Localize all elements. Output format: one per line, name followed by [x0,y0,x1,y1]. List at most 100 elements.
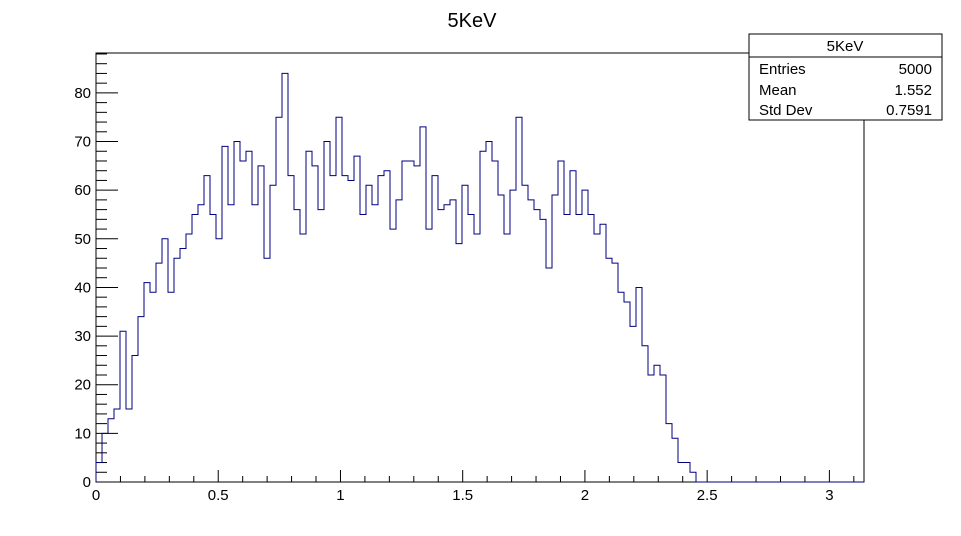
histogram-bin [576,214,582,482]
histogram-bin [234,142,240,482]
histogram-bin [666,424,672,482]
histogram-bin [192,214,198,482]
histogram-bin [204,176,210,482]
histogram-bin [264,258,270,482]
histogram-bin [210,214,216,482]
histogram-bin [144,283,150,482]
histogram-bin [180,249,186,482]
histogram-bin [606,258,612,482]
histogram-bin [570,171,576,482]
histogram-bin [468,214,474,482]
histogram-bin [156,263,162,482]
histogram-bin [672,438,678,482]
histogram-bin [120,331,126,482]
histogram-bin [162,239,168,482]
stats-stddev-value: 0.7591 [886,102,932,119]
x-tick-label: 2 [581,487,589,504]
y-tick-label: 0 [83,474,91,491]
histogram-bin [504,234,510,482]
histogram-bin [624,302,630,482]
histogram-bin [324,142,330,482]
histogram-bin [642,346,648,482]
histogram-outline [95,72,864,483]
y-tick-label: 40 [74,279,91,296]
histogram-bin [510,190,516,482]
histogram-bin [690,472,696,482]
histogram-bin [582,190,588,482]
histogram-bin [372,205,378,482]
histogram-bin [342,176,348,482]
histogram-bin [456,244,462,482]
histogram-bin [282,73,288,482]
histogram-bin [486,142,492,482]
histogram-bin [390,229,396,482]
histogram-bin [138,317,144,482]
histogram-bin [438,210,444,482]
histogram-bin [288,176,294,482]
stats-box-frame [748,33,943,121]
histogram-bin [258,166,264,482]
histogram-bin [384,171,390,482]
histogram-bin [276,117,282,482]
histogram-bin [462,185,468,482]
histogram-bin [240,161,246,482]
stats-entries-value: 5000 [899,61,932,78]
histogram-bin [684,463,690,482]
histogram-bin [396,200,402,482]
histogram-bin [630,326,636,482]
histogram-bin [366,185,372,482]
histogram-bin [594,234,600,482]
histogram-bin [126,409,132,482]
histogram-bin [114,409,120,482]
histogram-bin [186,234,192,482]
y-tick-label: 10 [74,425,91,442]
histogram-bin [102,433,108,482]
y-tick-label: 20 [74,377,91,394]
histogram-bin [150,292,156,482]
histogram-bin [552,195,558,482]
histogram-bin [516,117,522,482]
histogram-bin [444,205,450,482]
histogram-bin [432,176,438,482]
histogram-bin [648,375,654,482]
histogram-bin [330,176,336,482]
histogram-bin [588,214,594,482]
stats-box: 5KeV Entries 5000 Mean 1.552 Std Dev 0.7… [748,33,943,121]
stats-mean-label: Mean [759,82,797,99]
stats-title: 5KeV [827,38,864,55]
histogram-bin [654,365,660,482]
y-tick-label: 30 [74,328,91,345]
histogram-bin [402,161,408,482]
histogram-bin [108,419,114,482]
histogram-bin [498,195,504,482]
histogram-bin [336,117,342,482]
histogram-bin [618,292,624,482]
y-tick-label: 50 [74,231,91,248]
histogram-bin [168,292,174,482]
x-tick-label: 1 [336,487,344,504]
histogram-bin [378,176,384,482]
histogram-bin [270,185,276,482]
histogram-bin [198,205,204,482]
histogram-bin [360,214,366,482]
histogram-bin [558,161,564,482]
histogram-bin [216,239,222,482]
stats-mean-value: 1.552 [894,82,932,99]
stats-entries-label: Entries [759,61,806,78]
histogram-bin [348,180,354,482]
histogram-bin [228,205,234,482]
x-tick-label: 0.5 [208,487,229,504]
histogram-bin [534,210,540,482]
stats-stddev-label: Std Dev [759,102,813,119]
histogram-bin [408,161,414,482]
histogram-bin [318,210,324,482]
histogram-bin [246,151,252,482]
histogram-bin [564,214,570,482]
x-tick-label: 2.5 [697,487,718,504]
histogram-bin [174,258,180,482]
histogram-bin [300,234,306,482]
histogram-bin [492,161,498,482]
histogram-bin [132,356,138,482]
histogram-bin [450,200,456,482]
histogram-bin [480,151,486,482]
